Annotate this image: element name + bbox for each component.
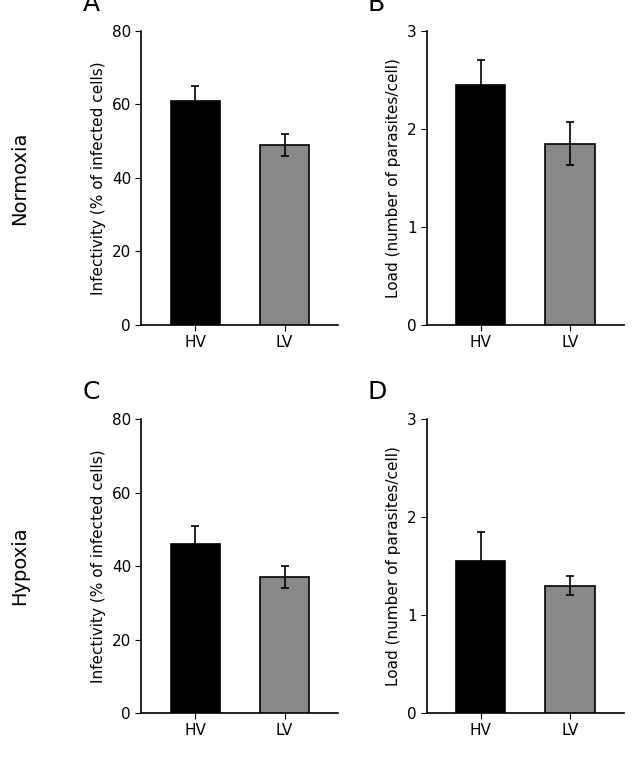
Text: C: C [82, 381, 100, 405]
Text: D: D [368, 381, 387, 405]
Y-axis label: Load (number of parasites/cell): Load (number of parasites/cell) [386, 58, 401, 298]
Bar [456, 561, 505, 713]
Text: A: A [82, 0, 100, 16]
Y-axis label: Load (number of parasites/cell): Load (number of parasites/cell) [386, 446, 401, 686]
Text: Hypoxia: Hypoxia [10, 527, 29, 605]
Bar [545, 586, 595, 713]
Y-axis label: Infectivity (% of infected cells): Infectivity (% of infected cells) [91, 61, 106, 294]
Bar [260, 145, 309, 325]
Text: Normoxia: Normoxia [10, 131, 29, 225]
Y-axis label: Infectivity (% of infected cells): Infectivity (% of infected cells) [91, 449, 106, 683]
Bar [456, 85, 505, 325]
Bar [170, 101, 220, 325]
Bar [170, 544, 220, 713]
Text: B: B [368, 0, 385, 16]
Bar [545, 143, 595, 325]
Bar [260, 577, 309, 713]
